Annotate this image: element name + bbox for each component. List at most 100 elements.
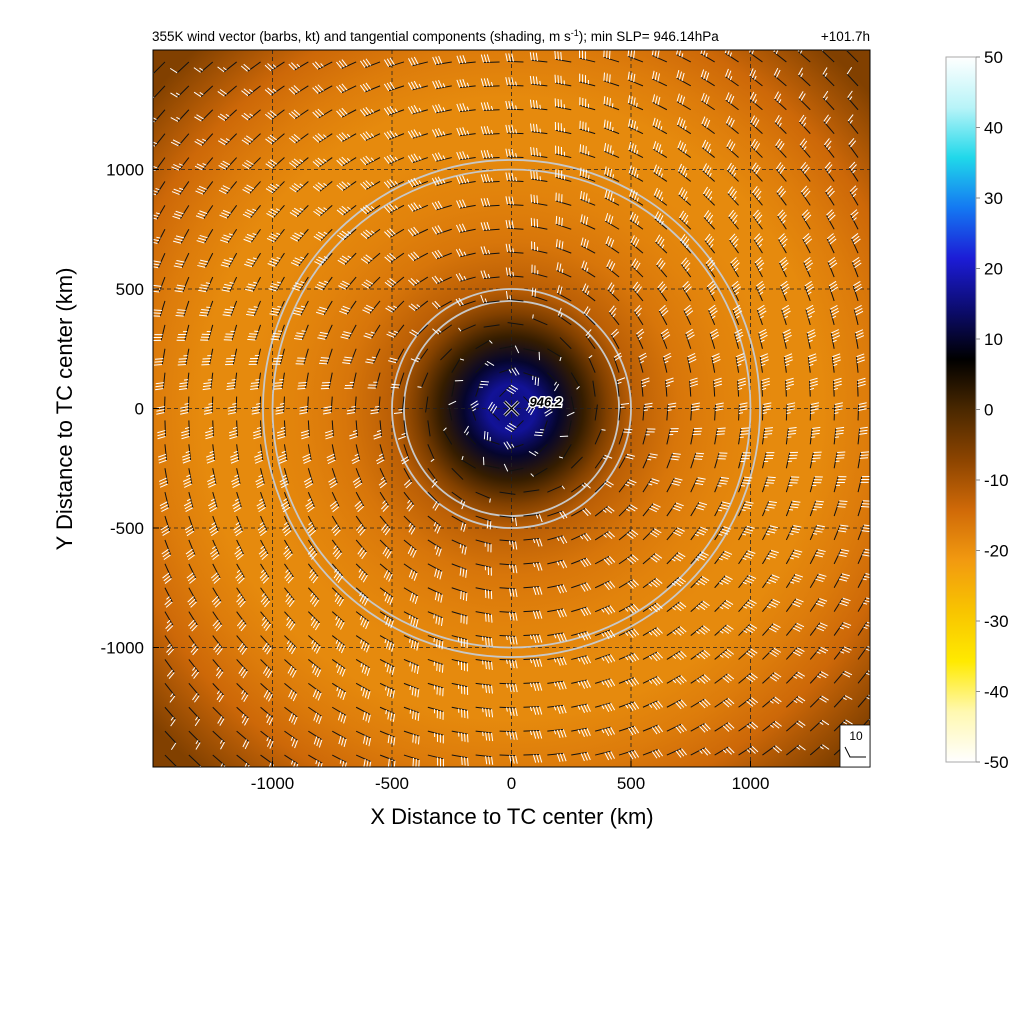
wind-barb xyxy=(307,539,318,560)
wind-barb-staff xyxy=(153,85,166,98)
wind-barb-feather xyxy=(368,737,372,747)
wind-barb-half-feather xyxy=(207,379,212,381)
wind-barb-half-feather xyxy=(234,498,239,502)
wind-barb-feather xyxy=(188,619,195,627)
wind-barb-feather xyxy=(199,259,209,263)
wind-barb-feather xyxy=(246,159,254,166)
wind-barb-feather xyxy=(175,287,185,290)
wind-barb-feather xyxy=(317,133,325,140)
wind-barb-feather xyxy=(383,156,390,165)
wind-barb-feather xyxy=(461,545,465,554)
wind-barb-feather xyxy=(189,622,197,629)
wind-barb-feather xyxy=(280,480,288,486)
title-rest: ); min SLP= 946.14hPa xyxy=(579,29,719,44)
wind-barb xyxy=(393,396,405,415)
wind-barb-feather xyxy=(837,451,846,454)
wind-barb-half-feather xyxy=(284,545,289,550)
wind-barb xyxy=(278,444,288,464)
wind-barb-feather xyxy=(209,507,218,513)
wind-barb-half-feather xyxy=(489,340,493,344)
y-tick-label: -1000 xyxy=(101,639,144,658)
wind-barb xyxy=(451,491,466,510)
wind-barb xyxy=(451,754,469,767)
wind-barb xyxy=(308,659,322,678)
wind-barb-feather xyxy=(177,309,186,311)
wind-barb-feather xyxy=(412,710,414,719)
wind-barb-feather xyxy=(309,529,317,537)
wind-barb-feather xyxy=(153,214,159,218)
wind-barb-feather xyxy=(301,432,310,437)
wind-barb-half-feather xyxy=(237,593,241,597)
wind-barbs xyxy=(153,50,870,767)
wind-barb xyxy=(284,611,296,631)
wind-barb-feather xyxy=(341,760,345,767)
wind-barb xyxy=(390,372,405,389)
wind-barb-feather xyxy=(313,599,320,607)
wind-barb-feather xyxy=(338,735,342,745)
wind-barb-staff xyxy=(187,396,190,413)
wind-barb-feather xyxy=(270,310,279,314)
wind-barb-feather xyxy=(341,83,348,91)
wind-barb-feather xyxy=(184,525,193,531)
wind-barb xyxy=(218,181,238,195)
wind-barb xyxy=(153,205,166,220)
wind-barb-feather xyxy=(485,637,487,646)
wind-barb-feather xyxy=(409,592,414,601)
wind-barb-feather xyxy=(349,435,358,440)
wind-barb-feather xyxy=(437,225,443,233)
wind-barb-feather xyxy=(232,483,241,488)
wind-barb xyxy=(355,587,369,606)
wind-barb-feather xyxy=(235,551,243,558)
wind-barb-feather xyxy=(389,597,394,606)
colorbar-tick-label: -40 xyxy=(984,683,1009,702)
wind-barb-feather xyxy=(489,521,492,530)
wind-barb-feather xyxy=(437,176,443,185)
wind-barb-feather xyxy=(413,226,420,234)
wind-barb-feather xyxy=(243,63,251,70)
wind-barb-feather xyxy=(332,547,339,555)
wind-barb-feather xyxy=(274,382,283,384)
wind-barb-feather xyxy=(318,739,323,748)
wind-barb-feather xyxy=(431,276,438,284)
wind-barb-half-feather xyxy=(384,662,387,667)
wind-barb-feather xyxy=(290,262,299,267)
wind-barb xyxy=(233,515,243,537)
wind-barb-feather xyxy=(385,616,389,626)
wind-barb-feather xyxy=(339,310,348,315)
wind-barb xyxy=(451,515,467,532)
wind-barb-feather xyxy=(386,229,394,237)
wind-barb xyxy=(188,754,201,767)
wind-barb xyxy=(456,103,476,113)
wind-barb-feather xyxy=(267,185,276,192)
wind-barb-feather xyxy=(187,575,195,582)
wind-barb-feather xyxy=(413,177,419,186)
wind-barb-feather xyxy=(461,501,466,510)
wind-barb-half-feather xyxy=(335,639,339,644)
wind-barb-feather xyxy=(438,616,441,625)
wind-barb-feather xyxy=(221,289,230,292)
wind-barb-feather xyxy=(362,711,366,721)
wind-barb-feather xyxy=(386,551,392,559)
wind-barb-feather xyxy=(293,183,302,189)
wind-barb-half-feather xyxy=(620,406,625,409)
wind-barb-feather xyxy=(157,429,166,434)
wind-barb-half-feather xyxy=(416,357,421,360)
chart-title: 355K wind vector (barbs, kt) and tangent… xyxy=(152,28,719,44)
wind-barb xyxy=(187,587,198,608)
wind-barb-feather xyxy=(435,104,440,113)
wind-barb-feather xyxy=(341,156,348,164)
wind-barb-feather xyxy=(440,617,444,626)
wind-barb-feather xyxy=(383,132,390,140)
wind-barb xyxy=(171,157,190,171)
wind-barb xyxy=(344,372,357,389)
wind-barb-half-feather xyxy=(258,474,263,478)
wind-barb-feather xyxy=(413,153,419,161)
wind-barb-feather xyxy=(202,385,212,388)
wind-barb-feather xyxy=(243,88,251,95)
wind-barb-feather xyxy=(389,357,398,361)
wind-barb-feather xyxy=(339,232,347,239)
wind-barb-feather xyxy=(186,551,195,558)
wind-barb-feather xyxy=(267,161,276,167)
wind-barb xyxy=(315,300,333,316)
wind-barb-feather xyxy=(317,692,322,701)
